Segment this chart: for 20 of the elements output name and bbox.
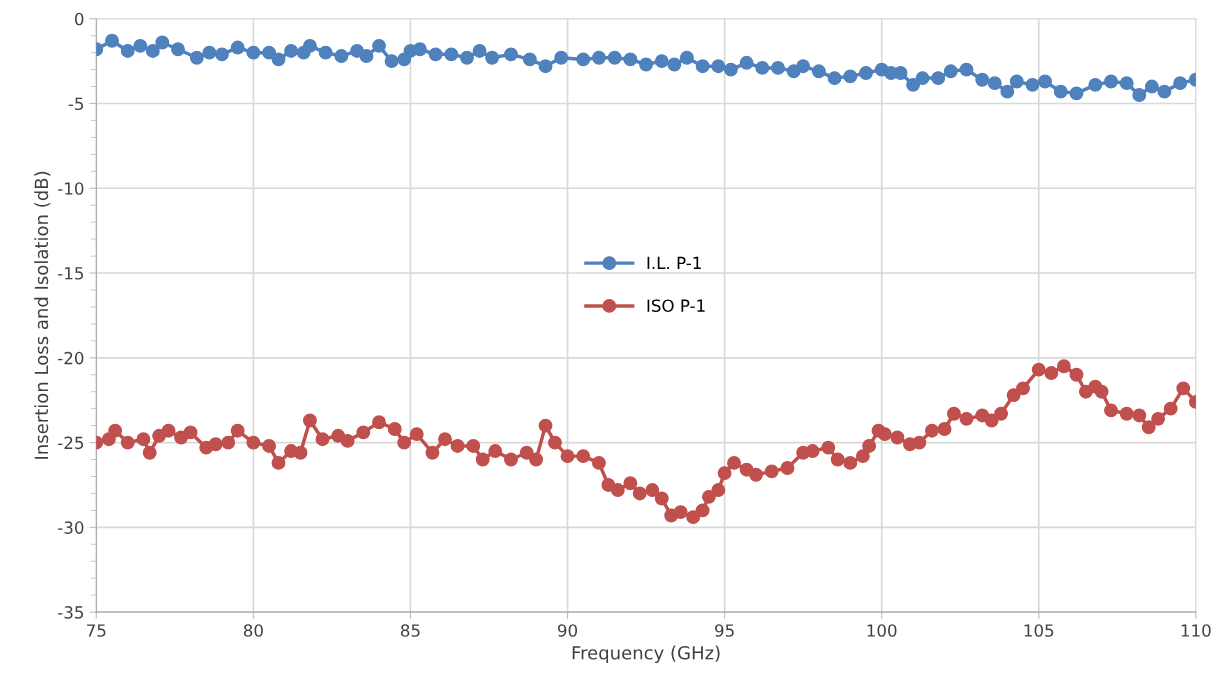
x-tick-label: 105	[1024, 624, 1054, 637]
legend-label: ISO P-1	[647, 299, 705, 312]
x-tick-label: 80	[243, 624, 263, 637]
x-tick-label: 95	[715, 624, 734, 637]
x-tick-label: 110	[1181, 624, 1211, 637]
x-axis-title: Frequency (GHz)	[572, 645, 720, 664]
x-tick-label: 90	[557, 624, 578, 637]
x-tick-label: 75	[87, 624, 106, 637]
x-tick-label: 100	[867, 624, 897, 637]
y-tick-label: -25	[58, 436, 84, 450]
y-axis-title: Insertion Loss and Isolation (dB)	[34, 171, 51, 459]
legend-label: I.L. P-1	[647, 256, 701, 269]
x-tick-label: 85	[400, 624, 420, 637]
y-tick-label: -30	[58, 521, 84, 534]
y-tick-label: -35	[58, 606, 84, 619]
y-tick-label: 0	[74, 12, 84, 26]
y-tick-label: -10	[58, 182, 84, 195]
y-tick-label: -15	[58, 267, 84, 280]
y-tick-label: -20	[58, 351, 84, 365]
y-tick-label: -5	[68, 97, 84, 111]
